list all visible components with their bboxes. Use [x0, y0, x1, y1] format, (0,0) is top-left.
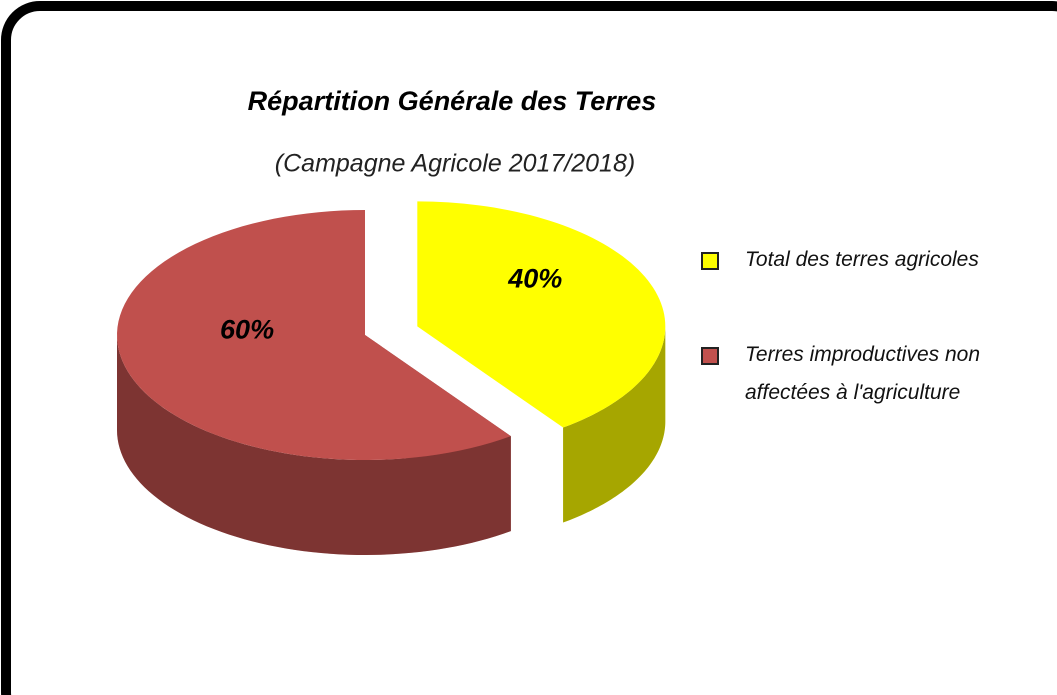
chart-subtitle: (Campagne Agricole 2017/2018): [275, 150, 635, 178]
slice-side: [117, 335, 511, 555]
chart-title: Répartition Générale des Terres: [248, 86, 657, 116]
legend-swatch: [701, 347, 719, 365]
slice-side: [563, 326, 666, 523]
slice-shade: [563, 326, 666, 523]
slice-shade: [117, 335, 511, 555]
data-label: 60%: [220, 314, 274, 344]
label-box: [485, 242, 596, 331]
legend-swatch: [701, 252, 719, 270]
slice: [117, 210, 511, 460]
legend-label: Total des terres agricoles: [745, 248, 979, 271]
legend-label: Terres improductives non affectées à l'a…: [745, 343, 980, 404]
data-label: 40%: [507, 263, 562, 293]
